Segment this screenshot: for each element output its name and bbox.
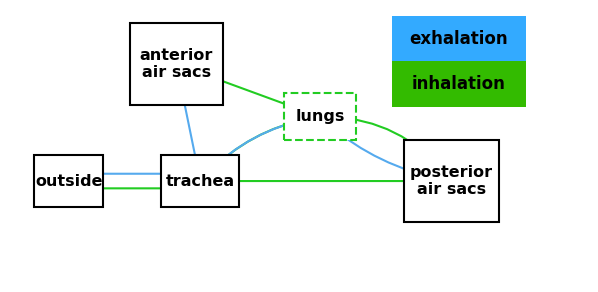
- FancyBboxPatch shape: [392, 61, 526, 107]
- FancyBboxPatch shape: [161, 155, 239, 207]
- FancyBboxPatch shape: [392, 16, 526, 61]
- FancyBboxPatch shape: [404, 140, 499, 222]
- Text: posterior
air sacs: posterior air sacs: [410, 165, 493, 197]
- Text: exhalation: exhalation: [410, 30, 508, 48]
- Text: trachea: trachea: [166, 173, 235, 189]
- Text: inhalation: inhalation: [412, 75, 506, 93]
- FancyBboxPatch shape: [130, 23, 222, 105]
- Text: outside: outside: [35, 173, 102, 189]
- FancyBboxPatch shape: [284, 93, 356, 140]
- Text: anterior
air sacs: anterior air sacs: [140, 48, 213, 80]
- Text: lungs: lungs: [295, 109, 344, 124]
- FancyBboxPatch shape: [34, 155, 103, 207]
